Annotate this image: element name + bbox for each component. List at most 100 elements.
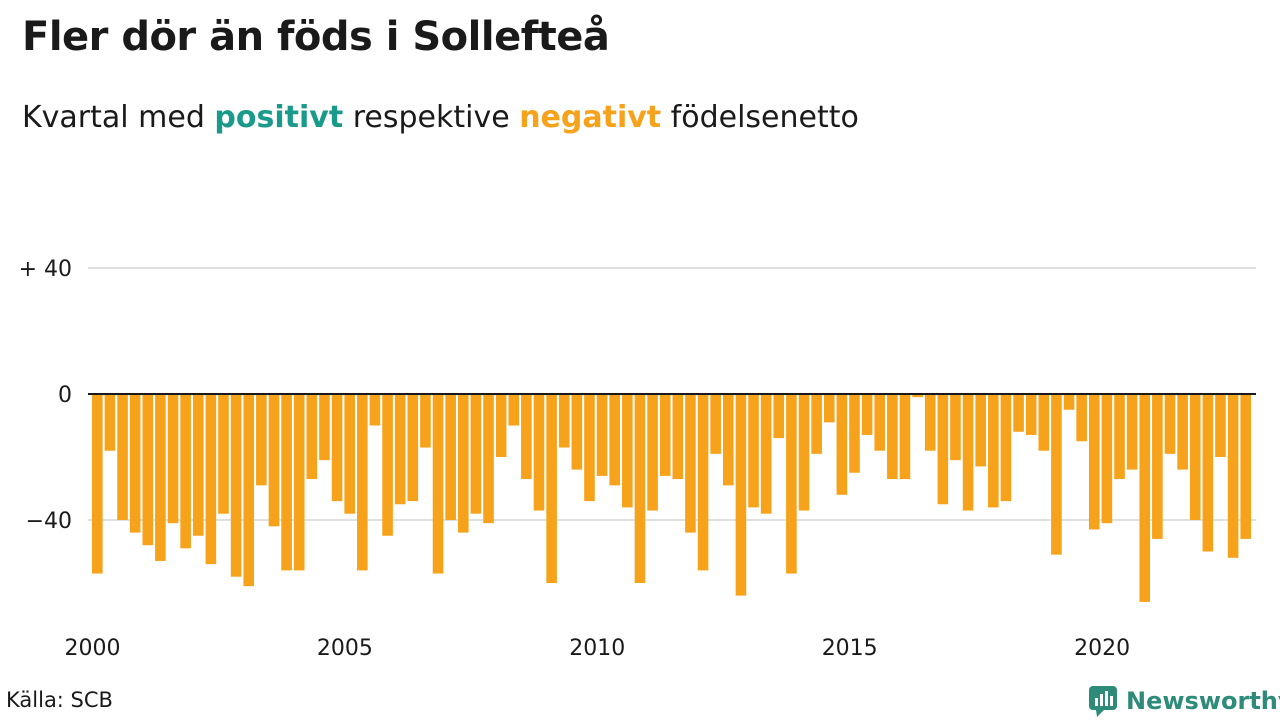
bar <box>647 394 658 511</box>
bar <box>533 394 545 511</box>
bar <box>811 394 822 454</box>
x-tick-label: 2015 <box>822 636 878 661</box>
bar <box>937 394 949 505</box>
bar <box>950 394 961 461</box>
bar <box>685 394 696 533</box>
bar <box>1101 394 1113 524</box>
bar <box>1114 394 1125 480</box>
x-tick-label: 2020 <box>1074 636 1130 661</box>
bar <box>710 394 721 454</box>
bar <box>887 394 898 480</box>
newsworthy-logo-text: Newsworthy <box>1126 687 1280 715</box>
newsworthy-logo: Newsworthy <box>1088 684 1280 718</box>
bar <box>495 394 507 457</box>
subtitle-middle: respektive <box>343 100 520 135</box>
bar <box>1227 394 1239 558</box>
bar <box>369 394 381 426</box>
bar <box>117 394 128 520</box>
subtitle-suffix: födelsenetto <box>661 100 859 135</box>
bar <box>723 394 734 486</box>
bar <box>697 394 709 571</box>
bar <box>205 394 217 565</box>
bar <box>1088 394 1100 530</box>
bar <box>1126 394 1138 470</box>
bar <box>558 394 570 448</box>
chart-subtitle: Kvartal med positivt respektive negativt… <box>22 100 859 135</box>
bar <box>306 394 318 480</box>
bar <box>281 394 292 571</box>
bar <box>218 394 229 514</box>
source-note: Källa: SCB <box>6 688 113 712</box>
x-tick-label: 2005 <box>317 636 373 661</box>
bar <box>912 394 923 398</box>
bar <box>521 394 532 480</box>
bar <box>634 394 646 583</box>
bar <box>293 394 305 571</box>
newsworthy-logo-icon <box>1089 686 1117 717</box>
bar <box>92 394 103 574</box>
bar <box>748 394 759 508</box>
bar <box>760 394 772 514</box>
bar <box>1063 394 1075 410</box>
bar <box>672 394 684 480</box>
bar <box>584 394 595 502</box>
bar <box>104 394 116 451</box>
bar <box>988 394 999 508</box>
bar <box>899 394 911 480</box>
bar <box>407 394 419 502</box>
bar <box>432 394 444 574</box>
bar <box>962 394 974 511</box>
y-tick-label: + 40 <box>19 257 72 282</box>
bar <box>192 394 204 536</box>
bar <box>167 394 179 524</box>
bar <box>823 394 835 423</box>
subtitle-positive-word: positivt <box>214 100 344 135</box>
bar <box>1164 394 1176 454</box>
bar <box>786 394 797 574</box>
bar <box>773 394 785 439</box>
bar <box>571 394 583 470</box>
x-tick-label: 2010 <box>569 636 625 661</box>
bar <box>457 394 469 533</box>
bar <box>1000 394 1012 502</box>
bar <box>836 394 848 495</box>
bar <box>1025 394 1037 435</box>
bar <box>1215 394 1226 457</box>
subtitle-prefix: Kvartal med <box>22 100 215 135</box>
bar <box>357 394 368 571</box>
bar <box>975 394 986 467</box>
bar <box>1177 394 1188 470</box>
chart-title: Fler dör än föds i Sollefteå <box>22 14 610 60</box>
bar <box>344 394 355 514</box>
bar <box>546 394 557 583</box>
bar <box>1240 394 1252 539</box>
bar <box>1152 394 1163 539</box>
bar <box>319 394 330 461</box>
bar <box>861 394 873 435</box>
bar <box>659 394 671 476</box>
bar <box>622 394 633 508</box>
bar <box>243 394 255 587</box>
bar <box>129 394 141 533</box>
bar <box>508 394 520 426</box>
bar <box>268 394 280 527</box>
bar <box>483 394 494 524</box>
bar <box>180 394 191 549</box>
bar <box>445 394 456 520</box>
bar <box>142 394 154 546</box>
subtitle-negative-word: negativt <box>519 100 662 135</box>
bar <box>609 394 621 486</box>
bar <box>1189 394 1201 520</box>
bar <box>1051 394 1062 555</box>
y-tick-label: 0 <box>58 383 72 408</box>
bar <box>331 394 343 502</box>
bar <box>849 394 860 473</box>
bar <box>1013 394 1024 432</box>
bar <box>394 394 406 505</box>
bar <box>1076 394 1087 442</box>
bar <box>924 394 936 451</box>
bar <box>735 394 747 596</box>
x-tick-label: 2000 <box>65 636 121 661</box>
bar <box>1139 394 1151 602</box>
